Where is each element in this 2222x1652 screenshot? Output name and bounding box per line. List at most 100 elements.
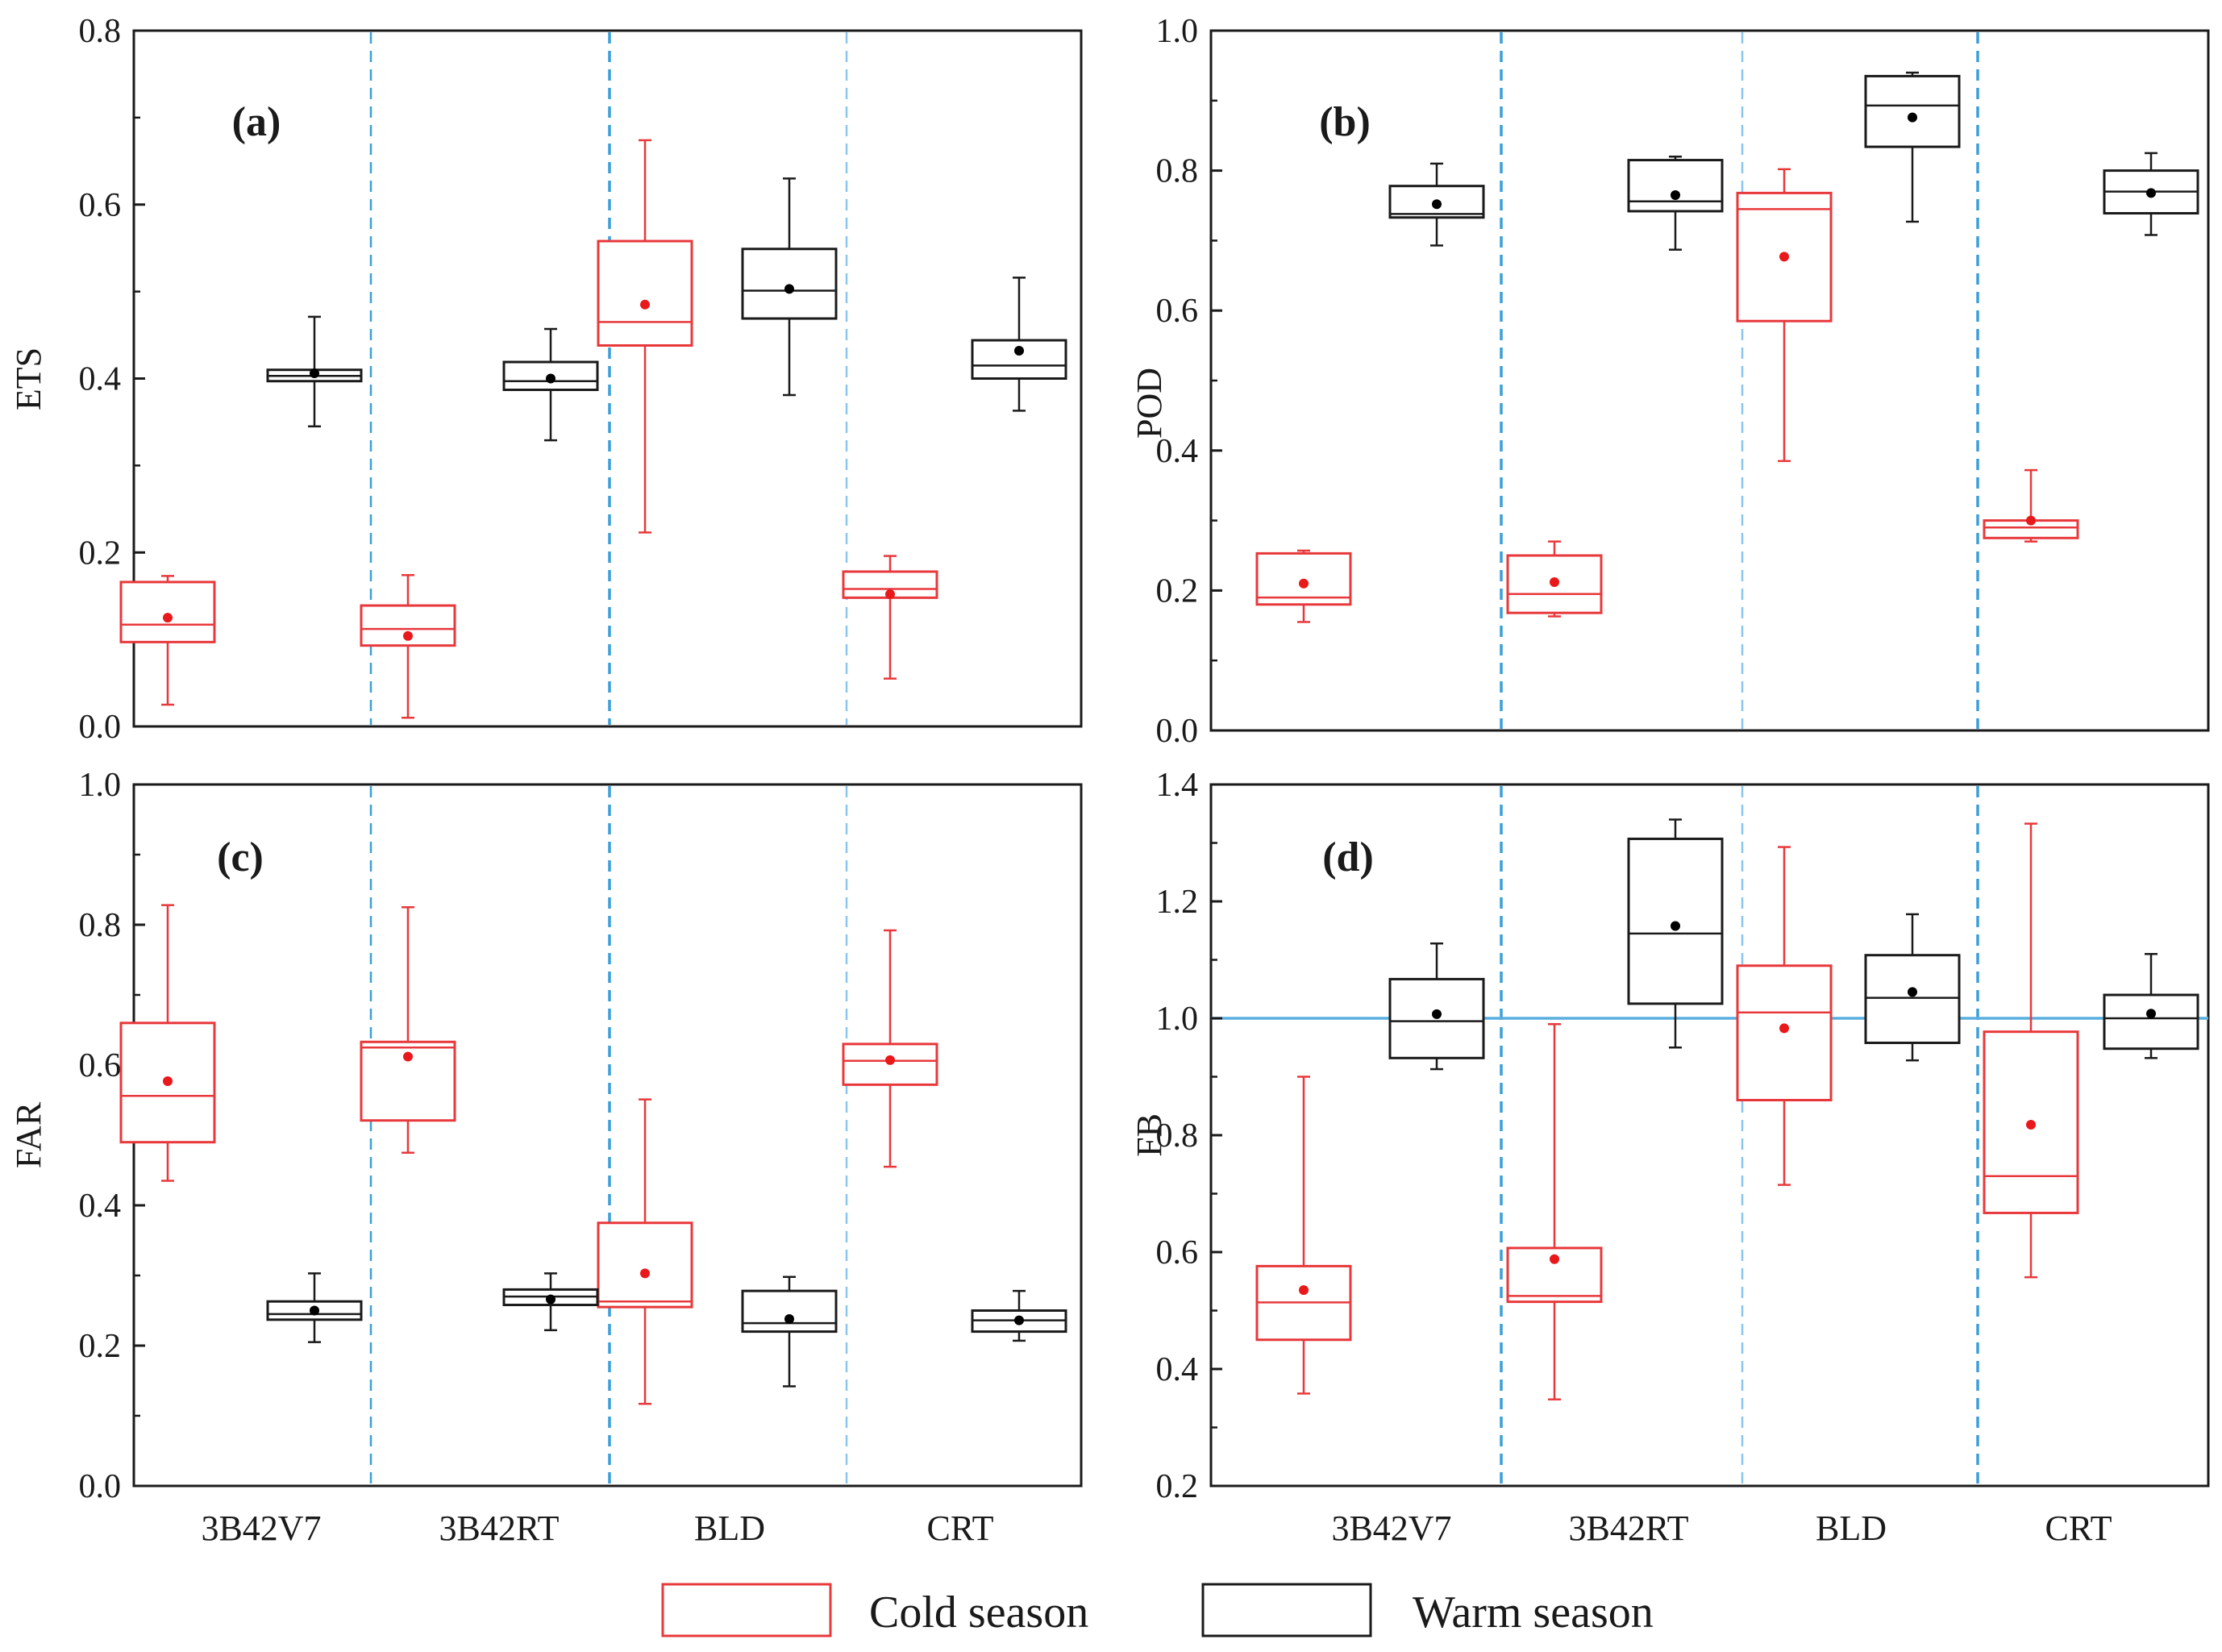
warm-season-box xyxy=(266,1272,363,1343)
y-tick-label: 0.6 xyxy=(79,187,122,224)
mean-marker xyxy=(2146,188,2156,198)
y-tick-label: 0.8 xyxy=(79,13,122,50)
interquartile-box xyxy=(741,1289,838,1334)
legend-warm-swatch xyxy=(1201,1583,1372,1637)
interquartile-box xyxy=(1864,954,1961,1044)
mean-marker xyxy=(1779,252,1789,262)
panel-label: (d) xyxy=(1322,834,1374,880)
cold-season-box xyxy=(360,906,456,1154)
interquartile-box xyxy=(597,239,693,347)
mean-marker xyxy=(1779,1023,1789,1034)
warm-season-box xyxy=(2103,152,2199,236)
panel-frame xyxy=(132,783,1083,1488)
warm-season-box xyxy=(266,315,363,428)
x-tick-label: 3B42V7 xyxy=(201,1508,321,1548)
warm-season-box xyxy=(741,1275,838,1388)
x-axis-category-labels: 3B42V7 3B42RT BLD CRT xyxy=(1331,1508,2112,1548)
mean-marker xyxy=(1550,1254,1559,1264)
mean-marker xyxy=(546,1294,556,1305)
mean-marker xyxy=(1014,345,1024,356)
y-tick-label: 0.2 xyxy=(1156,1468,1199,1505)
mean-marker xyxy=(1014,1315,1024,1325)
y-axis-ticks: 0.0 0.2 0.4 0.6 0.8 1.0 xyxy=(79,767,145,1505)
cold-season-box xyxy=(1983,468,2079,543)
box-series xyxy=(1255,71,2199,623)
y-tick-label: 1.0 xyxy=(1156,13,1199,50)
x-axis-category-labels: 3B42V7 3B42RT BLD CRT xyxy=(201,1508,993,1548)
mean-marker xyxy=(885,589,895,600)
interquartile-box xyxy=(971,339,1067,381)
y-axis-ticks: 0.2 0.4 0.6 0.8 1.0 1.2 1.4 xyxy=(1156,767,1222,1505)
y-tick-label: 0.2 xyxy=(79,1328,122,1365)
panel-label: (a) xyxy=(232,99,281,145)
x-tick-label: 3B42RT xyxy=(439,1508,560,1548)
warm-season-box xyxy=(1627,155,1724,251)
mean-marker xyxy=(885,1055,895,1065)
warm-season-box xyxy=(971,1289,1067,1342)
y-tick-label: 0.4 xyxy=(79,1188,122,1225)
y-tick-label: 1.2 xyxy=(1156,884,1199,921)
x-tick-label: BLD xyxy=(1816,1508,1887,1548)
mean-marker xyxy=(1299,578,1309,589)
cold-season-box xyxy=(1736,168,1833,463)
warm-season-box xyxy=(2103,953,2199,1059)
legend-cold-label: Cold season xyxy=(869,1588,1088,1637)
y-axis-ticks: 0.0 0.2 0.4 0.6 0.8 1.0 xyxy=(1156,13,1222,750)
warm-season-box xyxy=(971,277,1067,412)
warm-season-box xyxy=(1864,913,1961,1062)
mean-marker xyxy=(1432,199,1442,210)
box-series xyxy=(119,139,1067,719)
mean-marker xyxy=(784,1313,794,1324)
cold-season-box xyxy=(1255,549,1352,623)
mean-marker xyxy=(1908,112,1917,123)
category-separators xyxy=(1500,32,1979,729)
cold-season-box xyxy=(597,139,693,534)
mean-marker xyxy=(1671,189,1680,200)
x-tick-label: CRT xyxy=(2045,1508,2112,1548)
y-tick-label: 0.6 xyxy=(79,1047,122,1084)
x-tick-label: 3B42RT xyxy=(1569,1508,1689,1548)
mean-marker xyxy=(163,613,173,623)
x-tick-label: BLD xyxy=(694,1508,765,1548)
interquartile-box xyxy=(741,248,838,320)
cold-season-box xyxy=(1506,540,1603,618)
y-axis-title: FAR xyxy=(9,1101,48,1168)
mean-marker xyxy=(163,1076,173,1087)
mean-marker xyxy=(784,284,794,294)
interquartile-box xyxy=(842,570,938,599)
category-separators xyxy=(1500,786,1979,1484)
y-tick-label: 0.8 xyxy=(79,907,122,944)
legend: Cold season Warm season xyxy=(661,1583,1654,1637)
y-tick-label: 0.6 xyxy=(1156,293,1199,330)
y-tick-label: 0.2 xyxy=(1156,572,1199,610)
interquartile-box xyxy=(1864,74,1961,148)
mean-marker xyxy=(546,373,556,384)
legend-cold-swatch xyxy=(661,1583,832,1637)
category-separators xyxy=(369,786,848,1484)
interquartile-box xyxy=(597,1221,693,1309)
cold-season-box xyxy=(1255,1076,1352,1395)
mean-marker xyxy=(2146,1009,2156,1019)
y-tick-label: 0.4 xyxy=(1156,433,1199,470)
interquartile-box xyxy=(1736,191,1833,322)
x-tick-label: CRT xyxy=(927,1508,994,1548)
y-tick-label: 1.0 xyxy=(79,767,122,804)
y-tick-label: 0.8 xyxy=(1156,1117,1199,1155)
interquartile-box xyxy=(360,604,456,647)
cold-season-box xyxy=(119,904,216,1182)
warm-season-box xyxy=(502,327,599,442)
panel-label: (c) xyxy=(217,834,264,880)
cold-season-box xyxy=(119,575,216,706)
cold-season-box xyxy=(360,574,456,719)
legend-warm-label: Warm season xyxy=(1413,1588,1654,1637)
mean-marker xyxy=(403,630,413,641)
y-tick-label: 0.2 xyxy=(79,535,122,572)
y-axis-title: ETS xyxy=(9,347,48,410)
y-tick-label: 0.6 xyxy=(1156,1234,1199,1271)
y-tick-label: 1.4 xyxy=(1156,767,1199,804)
panel-pod: 0.0 0.2 0.4 0.6 0.8 1.0 (b) POD xyxy=(1130,13,2210,750)
mean-marker xyxy=(1432,1009,1442,1019)
y-axis-title: FB xyxy=(1130,1113,1169,1157)
mean-marker xyxy=(403,1051,413,1062)
